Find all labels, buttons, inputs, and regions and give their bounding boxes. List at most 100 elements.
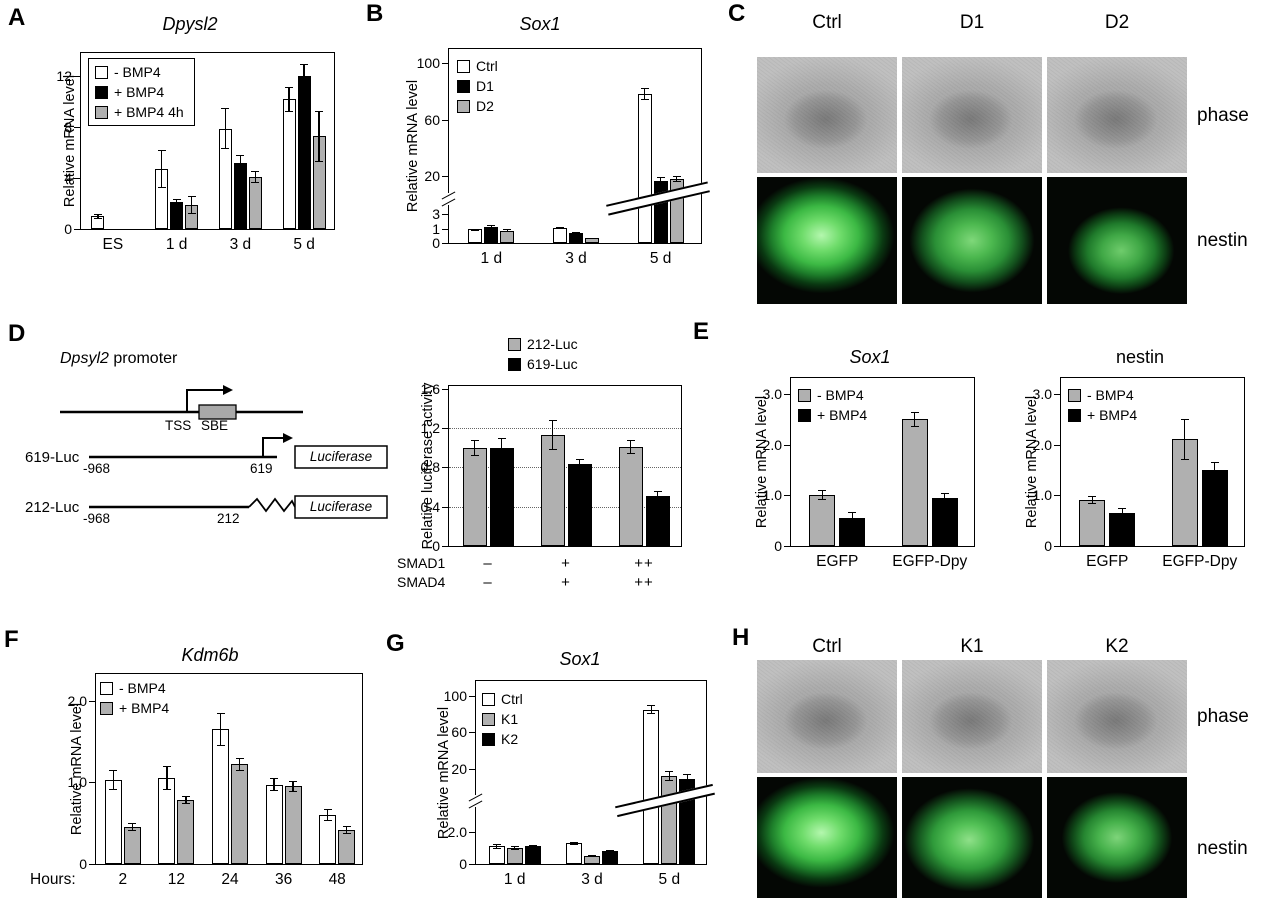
error-cap bbox=[128, 830, 137, 832]
micrograph-c-nestin-d2 bbox=[1047, 177, 1187, 304]
y-tick-label: 100 bbox=[416, 54, 440, 71]
y-tick bbox=[784, 495, 791, 497]
y-tick bbox=[469, 832, 476, 833]
error-bar bbox=[573, 841, 575, 845]
chart-nestin-egfp: nestin Relative mRNA level 0 1.0 2.0 3.0 EGFP E… bbox=[1010, 345, 1260, 585]
error-cap bbox=[470, 454, 479, 456]
error-bar bbox=[327, 809, 329, 821]
error-cap bbox=[848, 523, 857, 525]
error-cap bbox=[910, 425, 919, 427]
chart-title: Sox1 bbox=[519, 14, 561, 34]
legend-label: - BMP4 bbox=[114, 64, 161, 80]
y-tick-label: 0 bbox=[432, 235, 440, 251]
error-bar bbox=[1184, 419, 1186, 460]
x-row-value: + bbox=[561, 555, 571, 572]
error-cap bbox=[548, 420, 557, 422]
error-cap bbox=[289, 791, 298, 793]
error-cap bbox=[162, 789, 171, 791]
y-tick-label: 8 bbox=[64, 119, 72, 136]
chart-title: Kdm6b bbox=[181, 645, 239, 665]
y-tick bbox=[74, 127, 81, 129]
error-cap bbox=[471, 228, 480, 230]
legend-item: Ctrl bbox=[482, 689, 523, 709]
error-bar bbox=[914, 411, 916, 427]
bar-ctrl bbox=[468, 229, 483, 243]
bar-bmp4 bbox=[231, 764, 248, 864]
legend-item: K2 bbox=[482, 729, 523, 749]
error-cap bbox=[235, 769, 244, 771]
legend-label: - BMP4 bbox=[119, 680, 166, 696]
legend: 212-Luc 619-Luc bbox=[508, 334, 578, 374]
error-bar bbox=[575, 232, 577, 235]
construct-619-name: 619-Luc bbox=[25, 449, 80, 466]
error-cap bbox=[221, 147, 230, 149]
error-cap bbox=[172, 205, 181, 207]
legend-item: D1 bbox=[457, 76, 498, 96]
plot-area: 0 2.0 20 60 100 1 d 3 d 5 d bbox=[444, 680, 715, 888]
x-row-label-smad4: SMAD4 bbox=[397, 574, 446, 590]
y-axis-label: Relative mRNA level bbox=[69, 702, 85, 836]
tss-arrow bbox=[186, 389, 223, 412]
x-tick-label: 2 bbox=[118, 871, 128, 888]
error-cap bbox=[93, 213, 102, 215]
error-cap bbox=[656, 183, 665, 185]
y-tick bbox=[442, 467, 449, 469]
y-tick bbox=[442, 62, 449, 64]
legend-item: + BMP4 bbox=[798, 405, 867, 425]
y-tick bbox=[469, 864, 476, 865]
y-tick-label: 3.0 bbox=[762, 385, 782, 402]
y-tick bbox=[1054, 393, 1061, 395]
error-cap bbox=[300, 63, 309, 65]
legend-swatch-bmp4 bbox=[100, 701, 113, 715]
legend: - BMP4 + BMP4 bbox=[798, 385, 867, 425]
error-cap bbox=[181, 796, 190, 798]
error-bar bbox=[166, 765, 168, 791]
bar-bmp4 bbox=[123, 827, 141, 864]
h-col-label-k1: K1 bbox=[960, 636, 984, 657]
y-tick-label: 60 bbox=[424, 111, 440, 128]
construct-619-arrow bbox=[262, 437, 283, 457]
micrograph-h-phase-k2 bbox=[1047, 660, 1187, 773]
error-bar bbox=[821, 490, 823, 501]
y-tick-label: 4 bbox=[64, 170, 72, 187]
panel-letter-h: H bbox=[732, 624, 750, 651]
x-tick-label: 5 d bbox=[293, 236, 315, 253]
y-tick bbox=[442, 546, 449, 547]
x-tick-label: EGFP bbox=[1086, 553, 1129, 570]
y-tick bbox=[89, 864, 96, 865]
legend-item: + BMP4 4h bbox=[95, 102, 184, 122]
error-bar bbox=[559, 226, 561, 229]
y-tick-label: 20 bbox=[424, 168, 440, 185]
legend: - BMP4 + BMP4 bbox=[100, 678, 169, 718]
error-cap bbox=[1088, 496, 1097, 498]
error-bar bbox=[851, 512, 853, 525]
error-cap bbox=[1118, 517, 1127, 519]
error-cap bbox=[497, 456, 506, 458]
bar-bmp4 bbox=[158, 778, 176, 864]
gridline bbox=[449, 506, 681, 508]
error-cap bbox=[606, 851, 614, 853]
plot-area: 0 0.4 0.8 1.2 1.6 SMAD1– + ++ SMAD4– + ++ bbox=[397, 381, 682, 591]
legend-swatch-ctrl bbox=[482, 692, 495, 706]
error-cap bbox=[818, 499, 827, 501]
y-tick-label: 0 bbox=[64, 221, 72, 237]
error-cap bbox=[289, 780, 298, 782]
y-tick-label: 3.0 bbox=[1032, 385, 1052, 402]
error-cap bbox=[251, 182, 260, 184]
legend-item: - BMP4 bbox=[100, 678, 169, 698]
error-bar bbox=[668, 770, 671, 782]
error-bar bbox=[288, 86, 290, 113]
y-tick bbox=[784, 393, 791, 395]
legend-item: D2 bbox=[457, 96, 498, 116]
error-bar bbox=[629, 439, 632, 454]
y-tick-label: 0 bbox=[432, 538, 440, 554]
micrograph-h-phase-k1 bbox=[902, 660, 1042, 773]
bar-d2 bbox=[500, 230, 515, 243]
y-tick bbox=[89, 700, 96, 702]
error-bar bbox=[659, 177, 662, 185]
error-bar bbox=[346, 825, 348, 834]
bar-bmp4 bbox=[338, 829, 356, 864]
legend-swatch-bmp4-4h bbox=[95, 105, 108, 119]
